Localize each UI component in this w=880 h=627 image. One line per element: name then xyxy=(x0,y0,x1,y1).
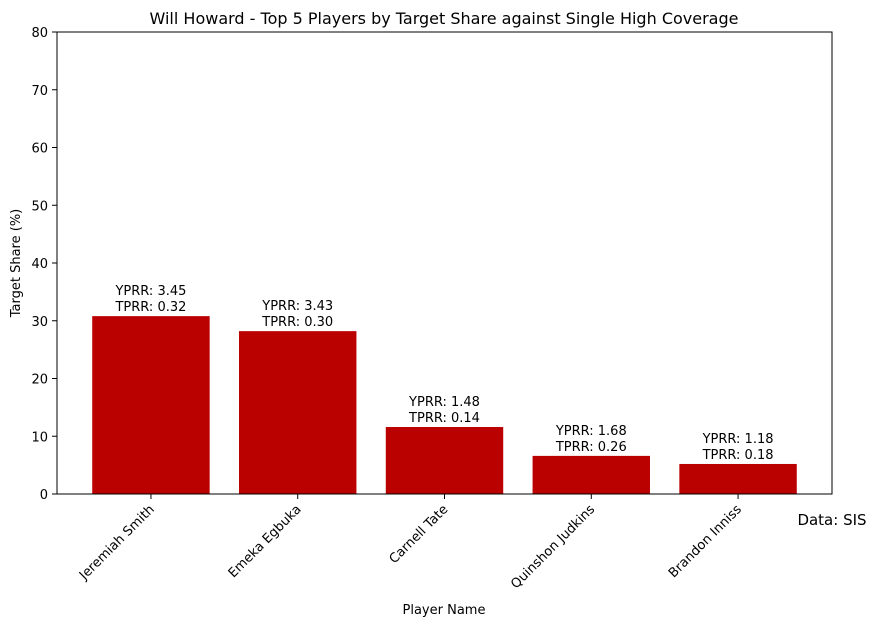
y-tick-label: 80 xyxy=(31,26,48,41)
bar-label-line: YPRR: 3.43 xyxy=(261,299,333,314)
y-tick-label: 60 xyxy=(31,142,48,157)
bar-label-line: TPRR: 0.30 xyxy=(261,315,333,330)
bar-1 xyxy=(92,316,210,494)
x-tick-label: Quinshon Judkins xyxy=(508,502,598,592)
bar-label-line: TPRR: 0.32 xyxy=(114,300,186,315)
y-tick-label: 0 xyxy=(40,488,48,503)
x-tick-label: Emeka Egbuka xyxy=(226,502,305,581)
x-tick-label: Brandon Inniss xyxy=(666,502,745,581)
bar-5 xyxy=(679,463,797,494)
y-tick-label: 10 xyxy=(31,430,48,445)
bar-label-line: YPRR: 1.18 xyxy=(702,432,774,447)
bar-3 xyxy=(385,427,504,494)
bar-label-5: YPRR: 1.18 TPRR: 0.18 xyxy=(702,432,774,463)
bar-4 xyxy=(532,455,650,494)
y-axis-label: Target Share (%) xyxy=(9,209,24,319)
y-tick-label: 30 xyxy=(31,315,48,330)
plot-frame xyxy=(56,31,833,495)
x-tick-label: Carnell Tate xyxy=(387,502,452,567)
y-tick-label: 70 xyxy=(31,84,48,99)
y-tick-label: 20 xyxy=(31,373,48,388)
bar-label-line: YPRR: 1.48 xyxy=(408,395,480,410)
bar-label-3: YPRR: 1.48 TPRR: 0.14 xyxy=(408,395,480,426)
bar-label-line: TPRR: 0.18 xyxy=(702,448,774,463)
bar-labels-group: YPRR: 3.45 TPRR: 0.32 YPRR: 3.43 TPRR: 0.30… xyxy=(114,284,773,463)
bar-2 xyxy=(239,331,357,494)
bar-label-2: YPRR: 3.43 TPRR: 0.30 xyxy=(261,299,333,330)
chart-title: Will Howard - Top 5 Players by Target Sh… xyxy=(150,9,739,28)
x-tick-label: Jeremiah Smith xyxy=(76,502,158,584)
data-source-credit: Data: SIS xyxy=(797,511,866,529)
y-tick-label: 50 xyxy=(31,199,48,214)
bar-label-line: TPRR: 0.14 xyxy=(408,411,480,426)
bar-label-line: YPRR: 3.45 xyxy=(114,284,186,299)
x-axis-label: Player Name xyxy=(403,603,486,618)
y-tick-label: 40 xyxy=(31,257,48,272)
bar-label-1: YPRR: 3.45 TPRR: 0.32 xyxy=(114,284,186,315)
x-axis: Jeremiah Smith Emeka Egbuka Carnell Tate Qu… xyxy=(76,494,745,592)
bars-group xyxy=(92,316,797,494)
bar-label-line: YPRR: 1.68 xyxy=(555,424,627,439)
bar-label-4: YPRR: 1.68 TPRR: 0.26 xyxy=(555,424,627,455)
y-axis: 0 10 20 30 40 50 60 70 80 xyxy=(31,26,57,503)
bar-label-line: TPRR: 0.26 xyxy=(555,440,627,455)
